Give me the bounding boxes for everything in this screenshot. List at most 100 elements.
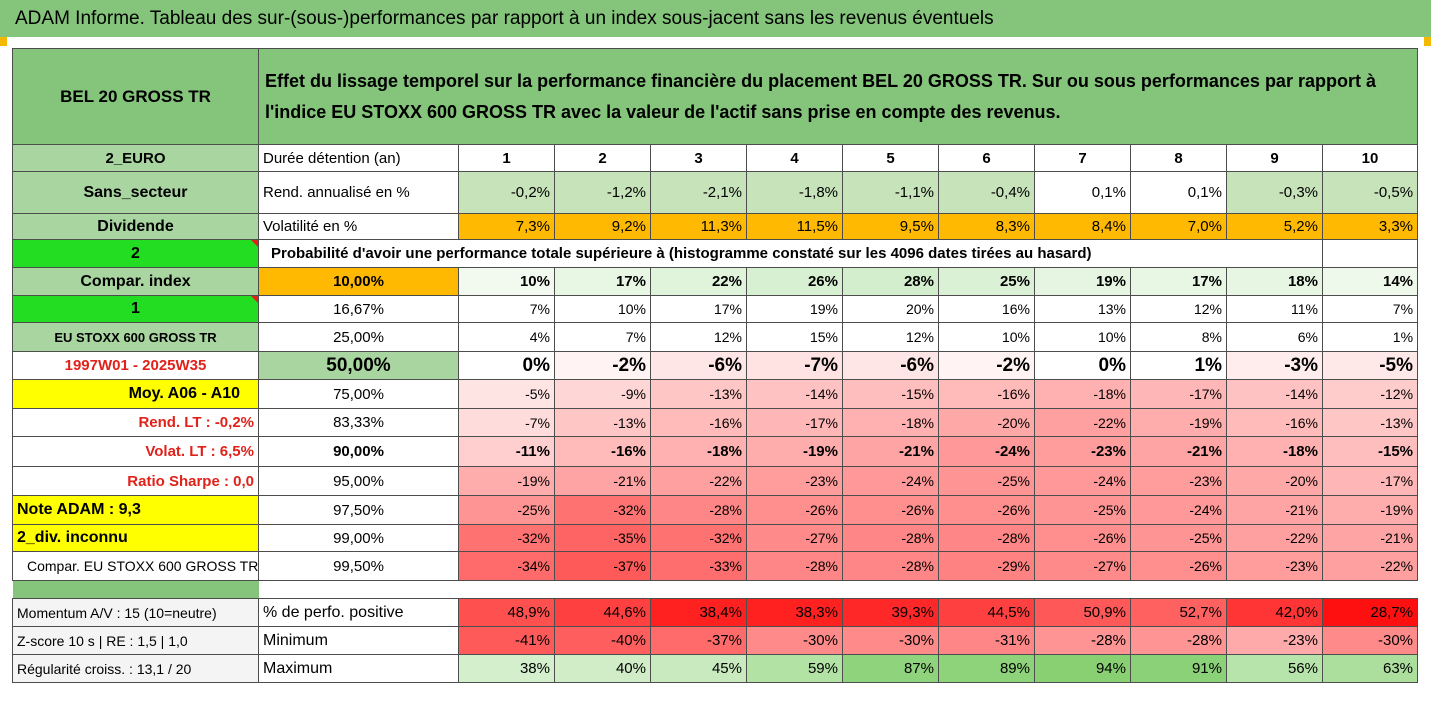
probability-value: -23% — [1226, 551, 1323, 581]
stats-value: 28,7% — [1321, 598, 1419, 627]
probability-value: 8% — [1130, 322, 1227, 352]
spacer-cell — [1323, 581, 1418, 599]
probability-value: -23% — [1130, 466, 1227, 496]
stats-value: 56% — [1226, 654, 1323, 683]
volatility-value: 8,4% — [1034, 213, 1131, 240]
row-side-label: EU STOXX 600 GROSS TR — [12, 322, 259, 352]
probability-value: -22% — [1034, 408, 1131, 437]
stats-value: -30% — [842, 626, 939, 655]
annual-return-label: Rend. annualisé en % — [258, 171, 459, 214]
probability-value: -18% — [650, 436, 747, 467]
probability-value: -25% — [938, 466, 1035, 496]
probability-value: 16% — [938, 295, 1035, 323]
probability-value: -2% — [554, 351, 651, 380]
volatility-value: 7,0% — [1130, 213, 1227, 240]
probability-value: -21% — [842, 436, 939, 467]
row-side-label: 1997W01 - 2025W35 — [12, 351, 259, 380]
stats-value: 87% — [842, 654, 939, 683]
probability-value: -5% — [458, 379, 555, 409]
annual-return-value: -1,8% — [746, 171, 843, 214]
volatility-value: 7,3% — [458, 213, 555, 240]
performance-table: BEL 20 GROSS TR Effet du lissage tempore… — [12, 48, 1419, 683]
probability-value: 7% — [554, 322, 651, 352]
stats-value: 48,9% — [458, 598, 555, 627]
probability-value: -24% — [1130, 495, 1227, 525]
probability-value: -26% — [746, 495, 843, 525]
report-title: ADAM Informe. Tableau des sur-(sous-)per… — [0, 0, 1431, 37]
stats-value: 50,9% — [1034, 598, 1131, 627]
probability-value: -21% — [554, 466, 651, 496]
probability-value: -17% — [746, 408, 843, 437]
volatility-row: Dividende Volatilité en % 7,3% 9,2% 11,3% 11,… — [12, 213, 1419, 240]
spacer-cell — [1131, 581, 1227, 599]
probability-value: -21% — [1321, 524, 1419, 552]
spacer-cell — [843, 581, 939, 599]
probability-value: -32% — [458, 524, 555, 552]
annual-return-value: -2,1% — [650, 171, 747, 214]
corner-marker-left — [0, 37, 7, 46]
stats-value: 40% — [554, 654, 651, 683]
header-spacer — [0, 37, 1431, 48]
annual-return-value: -0,3% — [1226, 171, 1323, 214]
threshold-percent: 83,33% — [258, 408, 459, 437]
probability-value: -16% — [1226, 408, 1323, 437]
empty-cell — [1321, 239, 1419, 268]
stats-label: % de perfo. positive — [258, 598, 459, 627]
annual-return-value: 0,1% — [1130, 171, 1227, 214]
duration-year: 3 — [650, 144, 747, 172]
probability-value: 17% — [554, 267, 651, 296]
stats-value: 38,3% — [746, 598, 843, 627]
spacer-row — [12, 580, 1418, 599]
stats-value: 59% — [746, 654, 843, 683]
probability-value: -6% — [650, 351, 747, 380]
probability-value: 1% — [1130, 351, 1227, 380]
probability-value: -18% — [842, 408, 939, 437]
probability-value: -16% — [554, 436, 651, 467]
threshold-percent: 25,00% — [258, 322, 459, 352]
volatility-value: 9,2% — [554, 213, 651, 240]
row-side-label: Rend. LT : -0,2% — [12, 408, 259, 437]
volatility-value: 11,5% — [746, 213, 843, 240]
stats-value: 44,5% — [938, 598, 1035, 627]
row-side-label: Ratio Sharpe : 0,0 — [12, 466, 259, 496]
probability-value: 17% — [650, 295, 747, 323]
duration-year: 8 — [1130, 144, 1227, 172]
probability-value: -25% — [1130, 524, 1227, 552]
probability-value: -24% — [1034, 466, 1131, 496]
probability-row-6: Rend. LT : -0,2% 83,33% -7% -13% -16% -17% -18… — [12, 408, 1419, 437]
probability-label: Probabilité d'avoir une performance tota… — [258, 239, 1323, 268]
row-side-label: Note ADAM : 9,3 — [12, 495, 259, 525]
probability-value: -29% — [938, 551, 1035, 581]
stats-side-label: Z-score 10 s | RE : 1,5 | 1,0 — [12, 626, 259, 655]
threshold-percent: 99,00% — [258, 524, 459, 552]
probability-value: -17% — [1321, 466, 1419, 496]
probability-value: 10% — [458, 267, 555, 296]
volatility-value: 11,3% — [650, 213, 747, 240]
probability-value: 10% — [554, 295, 651, 323]
stats-value: 38,4% — [650, 598, 747, 627]
annual-return-value: -0,2% — [458, 171, 555, 214]
probability-value: -16% — [650, 408, 747, 437]
spacer-green — [12, 580, 259, 599]
probability-value: -34% — [458, 551, 555, 581]
annual-return-value: -0,5% — [1321, 171, 1419, 214]
row-side-label: 2_div. inconnu — [12, 524, 259, 552]
probability-value: -24% — [938, 436, 1035, 467]
annual-return-value: -1,1% — [842, 171, 939, 214]
probability-row-4: 1997W01 - 2025W35 50,00% 0% -2% -6% -7% -6% -2%… — [12, 351, 1419, 380]
probability-value: -22% — [1321, 551, 1419, 581]
probability-value: -28% — [842, 551, 939, 581]
stats-label: Minimum — [258, 626, 459, 655]
spacer-cell — [259, 581, 459, 599]
probability-value: -5% — [1321, 351, 1419, 380]
probability-value: -13% — [650, 379, 747, 409]
stats-value: -37% — [650, 626, 747, 655]
probability-value: 11% — [1226, 295, 1323, 323]
stats-row-2: Z-score 10 s | RE : 1,5 | 1,0 Minimum -41%… — [12, 626, 1419, 655]
stats-value: -23% — [1226, 626, 1323, 655]
probability-value: -25% — [458, 495, 555, 525]
probability-value: 4% — [458, 322, 555, 352]
probability-value: 14% — [1321, 267, 1419, 296]
stats-value: -30% — [1321, 626, 1419, 655]
probability-value: -37% — [554, 551, 651, 581]
